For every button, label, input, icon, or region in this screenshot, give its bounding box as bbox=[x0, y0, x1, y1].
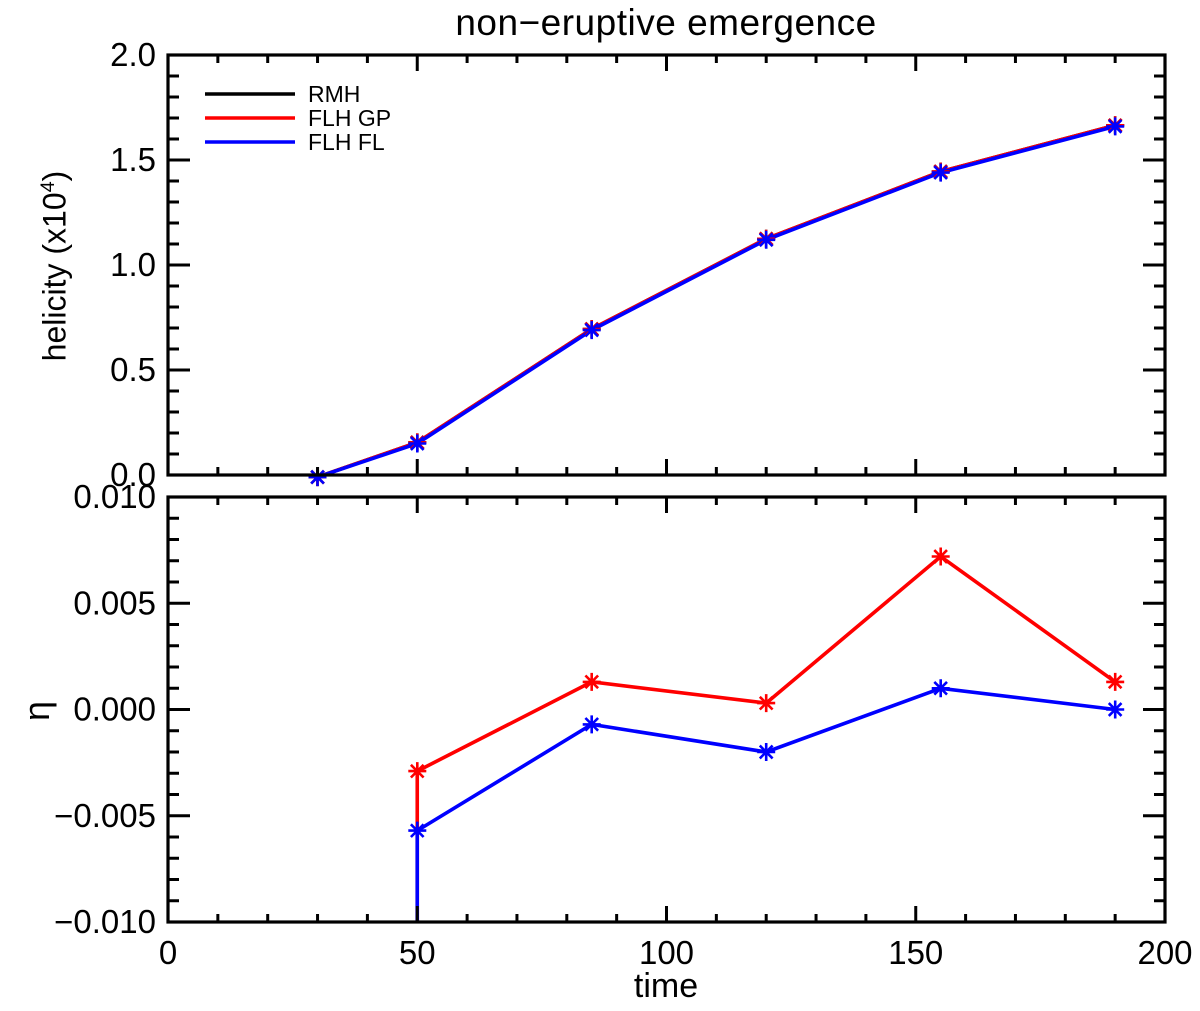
asterisk-marker bbox=[1106, 672, 1125, 691]
series-rmh bbox=[316, 123, 1116, 479]
asterisk-marker bbox=[582, 321, 601, 340]
y-tick-label: 0.010 bbox=[73, 478, 156, 515]
axis-frame bbox=[166, 495, 1167, 924]
series-line bbox=[316, 123, 1116, 479]
y-tick-label: 0.000 bbox=[73, 691, 156, 728]
y-tick-label: 1.0 bbox=[110, 246, 156, 283]
series-line bbox=[316, 123, 1116, 479]
series-flh-gp bbox=[316, 123, 1116, 479]
asterisk-marker bbox=[757, 694, 776, 713]
series-rmh-markers bbox=[308, 116, 1125, 487]
asterisk-marker bbox=[757, 743, 776, 761]
x-tick-label: 0 bbox=[159, 934, 177, 971]
asterisk-marker bbox=[931, 163, 950, 182]
x-tick-label: 150 bbox=[888, 934, 943, 971]
y-tick-label: 2.0 bbox=[110, 36, 156, 73]
x-axis-label: time bbox=[633, 967, 699, 1005]
asterisk-marker bbox=[408, 821, 427, 840]
asterisk-marker bbox=[757, 230, 776, 249]
y-tick-label: 0.5 bbox=[110, 351, 156, 388]
asterisk-marker bbox=[582, 715, 601, 734]
legend-label: FLH FL bbox=[308, 129, 385, 155]
y-tick-label: 0.0 bbox=[110, 456, 156, 493]
asterisk-marker bbox=[931, 679, 950, 698]
series-line bbox=[416, 554, 1117, 773]
asterisk-marker bbox=[408, 762, 427, 781]
chart-title: non−eruptive emergence bbox=[455, 2, 877, 43]
y-tick-label: −0.005 bbox=[54, 797, 156, 834]
x-tick-label: 50 bbox=[399, 934, 436, 971]
series-line bbox=[316, 124, 1116, 479]
series-flh-gp bbox=[415, 554, 1117, 922]
series-flh-fl bbox=[415, 686, 1116, 922]
top-y-axis-label: helicity (x104) bbox=[27, 116, 73, 416]
series-flh-gp-markers bbox=[408, 547, 1125, 781]
legend-label: FLH GP bbox=[308, 105, 391, 131]
asterisk-marker bbox=[1106, 700, 1125, 719]
series-flh-fl bbox=[316, 124, 1116, 479]
x-tick-label: 100 bbox=[639, 934, 694, 971]
tick-marks bbox=[166, 495, 1167, 924]
asterisk-marker bbox=[308, 468, 327, 487]
series-flh-fl-markers bbox=[308, 117, 1125, 487]
series-flh-fl-markers bbox=[408, 679, 1125, 840]
asterisk-marker bbox=[1106, 117, 1125, 136]
series-flh-gp-markers bbox=[308, 116, 1125, 487]
tick-marks bbox=[166, 53, 1167, 477]
asterisk-marker bbox=[582, 672, 601, 691]
y-tick-label: 0.005 bbox=[73, 584, 156, 621]
y-tick-label: −0.010 bbox=[54, 903, 156, 940]
y-tick-label: 1.5 bbox=[110, 141, 156, 178]
asterisk-marker bbox=[931, 547, 950, 566]
top-y-axis-label-exponent: 4 bbox=[37, 181, 59, 193]
top-y-axis-label-prefix: helicity (x10 bbox=[36, 192, 73, 362]
x-tick-label: 200 bbox=[1137, 934, 1192, 971]
legend-label: RMH bbox=[308, 81, 360, 107]
asterisk-marker bbox=[408, 434, 427, 453]
bottom-y-axis-label: η bbox=[16, 700, 57, 722]
top-y-axis-label-suffix: ) bbox=[36, 170, 73, 182]
